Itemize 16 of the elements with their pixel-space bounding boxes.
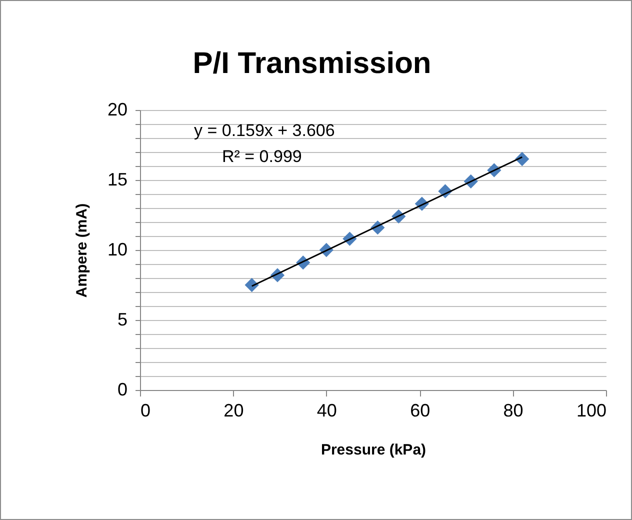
- y-axis-title: Ampere (mA): [73, 203, 90, 298]
- x-axis-title: Pressure (kPa): [320, 442, 426, 458]
- annotation: R² = 0.999: [222, 147, 302, 166]
- x-tick-label: 0: [140, 400, 151, 420]
- x-tick-label: 80: [503, 400, 524, 420]
- y-tick-label: 20: [107, 100, 128, 120]
- y-tick-label: 10: [107, 240, 128, 260]
- x-tick-label: 20: [224, 400, 244, 420]
- y-tick-label: 0: [117, 380, 128, 400]
- x-tick-label: 60: [410, 400, 430, 420]
- chart-title: P/I Transmission: [192, 47, 432, 80]
- y-tick-label: 5: [117, 310, 128, 330]
- x-tick-label: 100: [576, 400, 606, 420]
- x-tick-label: 40: [316, 400, 337, 420]
- annotation: y = 0.159x + 3.606: [194, 121, 335, 140]
- y-tick-label: 15: [107, 170, 128, 190]
